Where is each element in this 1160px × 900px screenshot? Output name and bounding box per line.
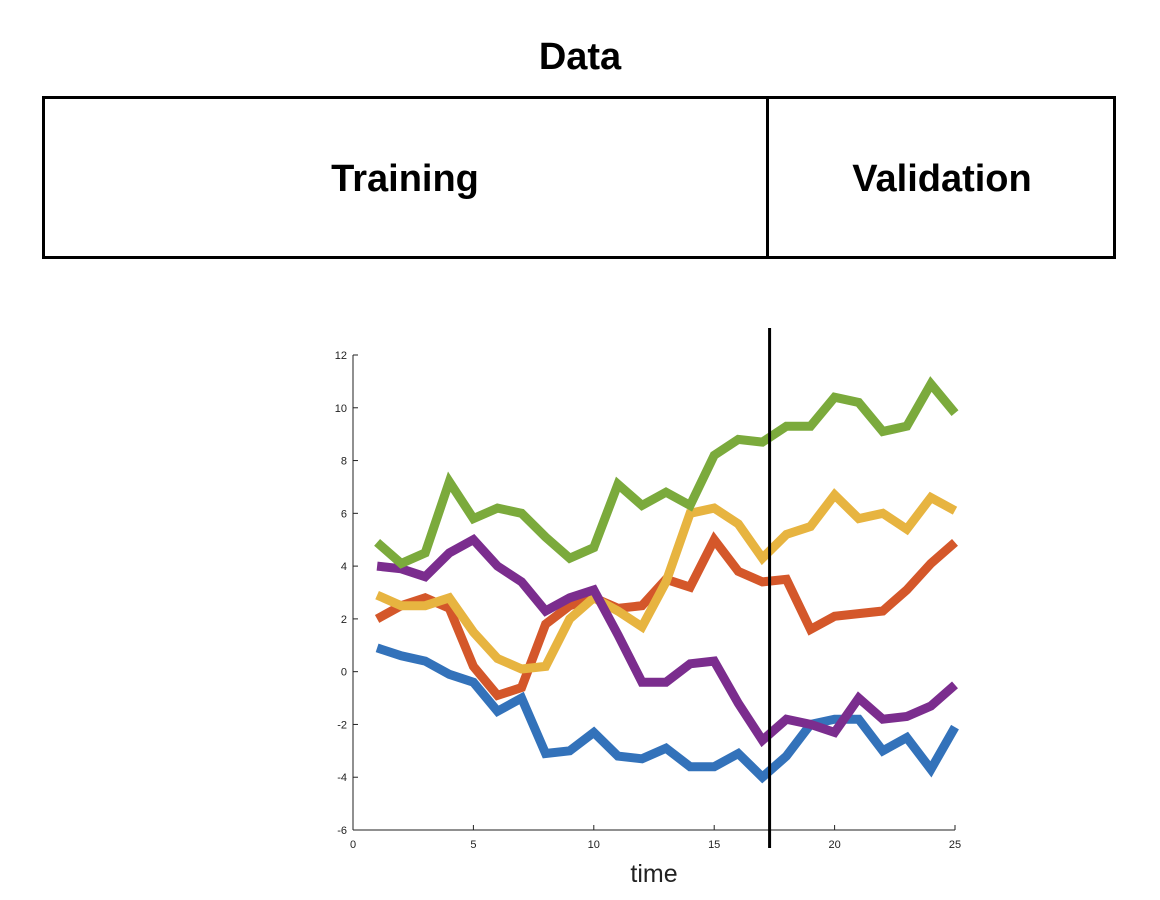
series-line-5 <box>374 376 959 569</box>
axes: -6 -4 -2 0 2 4 6 8 10 12 0 5 10 15 20 25 <box>335 350 961 851</box>
x-tick-label: 20 <box>828 839 840 851</box>
data-split-box <box>42 96 1116 259</box>
y-tick-label: 0 <box>341 667 347 679</box>
x-tick-label: 15 <box>708 839 720 851</box>
y-tick-label: -6 <box>337 825 347 837</box>
chart-title: Data <box>538 36 622 78</box>
y-tick-label: 8 <box>341 456 347 468</box>
y-tick-label: 12 <box>335 350 347 362</box>
y-tick-label: 2 <box>341 614 347 626</box>
y-tick-label: 6 <box>341 508 347 520</box>
validation-segment-label: Validation <box>852 158 1032 200</box>
x-axis-label: time <box>630 860 677 888</box>
training-segment-label: Training <box>331 158 479 200</box>
x-tick-label: 25 <box>949 839 961 851</box>
x-tick-label: 5 <box>470 839 476 851</box>
y-tick-label: -2 <box>337 719 347 731</box>
y-tick-label: 4 <box>341 561 347 573</box>
series-line-3 <box>375 488 958 674</box>
x-tick-label: 0 <box>350 839 356 851</box>
x-tick-label: 10 <box>588 839 600 851</box>
split-divider <box>766 96 769 259</box>
y-tick-label: -4 <box>337 772 347 784</box>
series-lines <box>374 376 959 784</box>
series-line-4 <box>376 534 958 748</box>
series-line-1 <box>375 643 959 784</box>
y-tick-label: 10 <box>335 403 347 415</box>
